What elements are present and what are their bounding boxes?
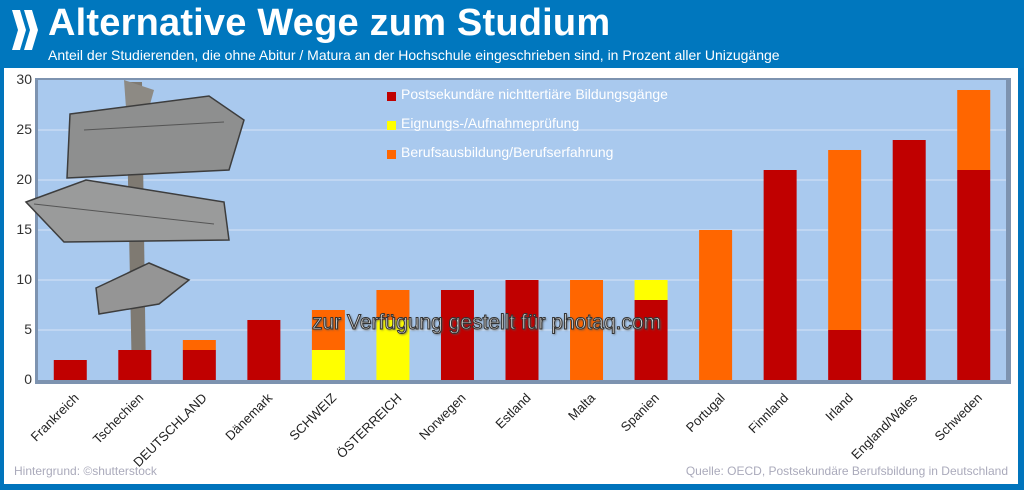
legend-swatch [387,92,396,101]
bar-segment [634,280,668,300]
y-tick-label: 25 [16,121,32,137]
bar-segment [182,350,216,380]
y-tick-label: 10 [16,271,32,287]
bar-segment [699,230,733,380]
bar-segment [376,320,410,380]
bars [53,90,991,380]
source-note: Quelle: OECD, Postsekundäre Berufsbildun… [685,464,1008,478]
chart-plot [24,78,1011,384]
bar-segment [957,90,991,170]
bar-segment [828,150,862,330]
y-tick-label: 20 [16,171,32,187]
legend-label: Postsekundäre nichttertiäre Bildungsgäng… [401,86,668,102]
bar-segment [118,350,152,380]
legend-swatch [387,150,396,159]
chart-panel: 0 5 10 15 20 25 30 Postsekundäre nichttertiäre… [4,68,1018,484]
bar-segment [892,140,926,380]
wooden-signpost-image [24,80,245,380]
chart-subtitle: Anteil der Studierenden, die ohne Abitur… [48,47,780,63]
watermark: zur Verfügung gestellt für photaq.com [311,311,662,335]
y-tick-label: 0 [24,371,32,387]
chart-title: Alternative Wege zum Studium [48,2,611,44]
bar-segment [182,340,216,350]
y-tick-label: 30 [16,71,32,87]
bar-segment [311,350,345,380]
bar-segment [634,300,668,380]
double-chevron-right-icon [12,10,38,50]
image-credit: Hintergrund: ©shutterstock [14,464,157,478]
header: Alternative Wege zum Studium Anteil der … [0,0,1024,68]
bar-segment [505,280,539,380]
legend-label: Berufsausbildung/Berufserfahrung [401,144,614,160]
bar-segment [440,290,474,380]
legend-label: Eignungs-/Aufnahmeprüfung [401,115,580,131]
bar-segment [376,290,410,320]
legend-swatch [387,121,396,130]
bar-segment [53,360,87,380]
bar-segment [957,170,991,380]
y-tick-label: 15 [16,221,32,237]
y-tick-label: 5 [24,321,32,337]
bar-segment [570,280,604,380]
bar-segment [763,170,797,380]
bar-segment [828,330,862,380]
bar-segment [311,310,345,350]
bar-segment [247,320,281,380]
